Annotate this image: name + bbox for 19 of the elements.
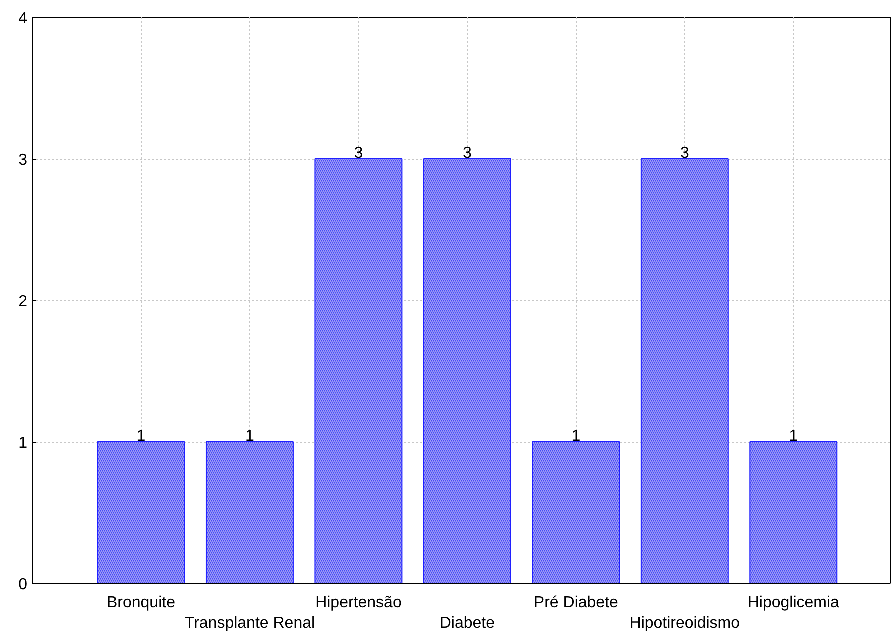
y-tick-label: 2	[18, 294, 28, 310]
data-label: 1	[246, 428, 255, 445]
y-tick-label: 3	[18, 152, 28, 169]
x-tick-label: Diabete	[440, 614, 496, 632]
x-tick-label: Transplante Renal	[184, 614, 316, 632]
y-tick-label: 4	[18, 10, 28, 28]
y-tick-label: 0	[18, 576, 28, 594]
data-label: 3	[354, 145, 364, 162]
y-tick-label: 1	[18, 435, 28, 452]
x-tick-label: Hipertensão	[316, 594, 402, 612]
data-label: 3	[680, 145, 690, 162]
x-tick-label: Hipoglicemia	[748, 594, 840, 612]
data-label: 1	[572, 428, 581, 445]
x-tick-label: Pré Diabete	[534, 594, 619, 612]
x-tick-label: Bronquite	[106, 594, 176, 612]
data-label: 1	[789, 428, 798, 445]
data-label: 1	[136, 428, 146, 445]
x-tick-label: Hipotireoidismo	[630, 614, 740, 632]
data-label: 3	[462, 145, 472, 162]
